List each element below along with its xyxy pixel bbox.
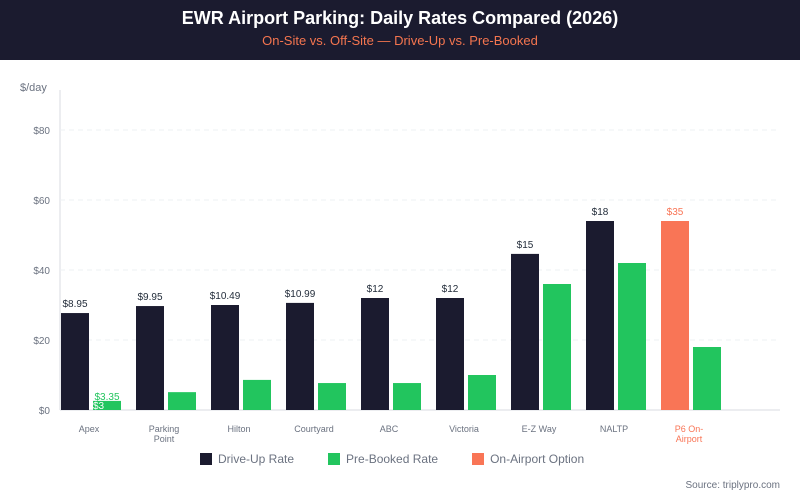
y-tick-label: $0 bbox=[39, 406, 51, 417]
bar-drive-up bbox=[286, 302, 314, 410]
legend: Drive-Up Rate Pre-Booked Rate On-Airport… bbox=[200, 452, 618, 466]
bar-drive-up bbox=[586, 221, 614, 410]
bar-drive-up bbox=[436, 298, 464, 410]
bar-pre-booked bbox=[468, 375, 496, 410]
x-tick-label: ABC bbox=[380, 424, 399, 434]
x-tick-label: Point bbox=[154, 434, 175, 444]
legend-label: Drive-Up Rate bbox=[218, 452, 295, 466]
data-label-drive-up: $12 bbox=[442, 284, 459, 295]
data-label-drive-up: $10.49 bbox=[210, 291, 241, 302]
chart-title: EWR Airport Parking: Daily Rates Compare… bbox=[181, 8, 619, 28]
source-note: Source: triplypro.com bbox=[685, 480, 780, 491]
legend-on-airport: On-Airport Option bbox=[472, 452, 584, 466]
x-tick-label: Apex bbox=[79, 424, 100, 434]
bar-drive-up bbox=[211, 305, 239, 410]
y-axis-label: $/day bbox=[20, 82, 47, 94]
chart-subtitle: On-Site vs. Off-Site — Drive-Up vs. Pre-… bbox=[262, 33, 538, 48]
y-tick-label: $20 bbox=[33, 336, 50, 347]
data-label-pre-booked: $3.35 bbox=[94, 392, 119, 403]
x-tick-label: Victoria bbox=[449, 424, 479, 434]
data-label-drive-up: $12 bbox=[367, 284, 384, 295]
header-band: EWR Airport Parking: Daily Rates Compare… bbox=[0, 0, 800, 60]
bar-pre-booked bbox=[618, 263, 646, 410]
x-tick-label: Airport bbox=[676, 434, 703, 444]
legend-label: Pre-Booked Rate bbox=[346, 452, 439, 466]
bar-drive-up bbox=[61, 313, 89, 410]
bar-pre-booked bbox=[318, 383, 346, 410]
data-label-drive-up: $8.95 bbox=[62, 299, 87, 310]
data-label-drive-up: $18 bbox=[592, 207, 609, 218]
bar-drive-up bbox=[136, 306, 164, 410]
bar-drive-up bbox=[361, 298, 389, 410]
y-tick-label: $40 bbox=[33, 266, 50, 277]
legend-drive-up: Drive-Up Rate bbox=[200, 452, 294, 466]
data-label-drive-up: $15 bbox=[517, 240, 534, 251]
data-label-pre-booked-inner: $3 bbox=[93, 401, 105, 412]
x-tick-label: Courtyard bbox=[294, 424, 334, 434]
data-label-drive-up: $10.99 bbox=[285, 289, 316, 300]
y-tick-label: $60 bbox=[33, 196, 50, 207]
bar-drive-up bbox=[511, 253, 539, 410]
bar-drive-up bbox=[661, 221, 689, 410]
legend-swatch bbox=[200, 453, 212, 465]
bar-pre-booked bbox=[243, 379, 271, 410]
legend-swatch bbox=[328, 453, 341, 465]
bar-pre-booked bbox=[693, 347, 721, 410]
legend-label: On-Airport Option bbox=[490, 452, 585, 466]
bar-pre-booked bbox=[393, 383, 421, 410]
legend-pre-booked: Pre-Booked Rate bbox=[328, 452, 438, 466]
x-tick-label: NALTP bbox=[600, 424, 628, 434]
data-label-drive-up: $9.95 bbox=[137, 292, 162, 303]
x-tick-label: Hilton bbox=[227, 424, 250, 434]
bar-pre-booked bbox=[93, 400, 121, 410]
legend-swatch bbox=[472, 453, 485, 465]
bar-pre-booked bbox=[168, 392, 196, 410]
data-label-drive-up: $35 bbox=[667, 207, 684, 218]
x-tick-label: P6 On- bbox=[675, 424, 704, 434]
bar-pre-booked bbox=[543, 284, 571, 410]
x-tick-label: E-Z Way bbox=[522, 424, 557, 434]
y-tick-label: $80 bbox=[33, 126, 50, 137]
x-tick-label: Parking bbox=[149, 424, 180, 434]
